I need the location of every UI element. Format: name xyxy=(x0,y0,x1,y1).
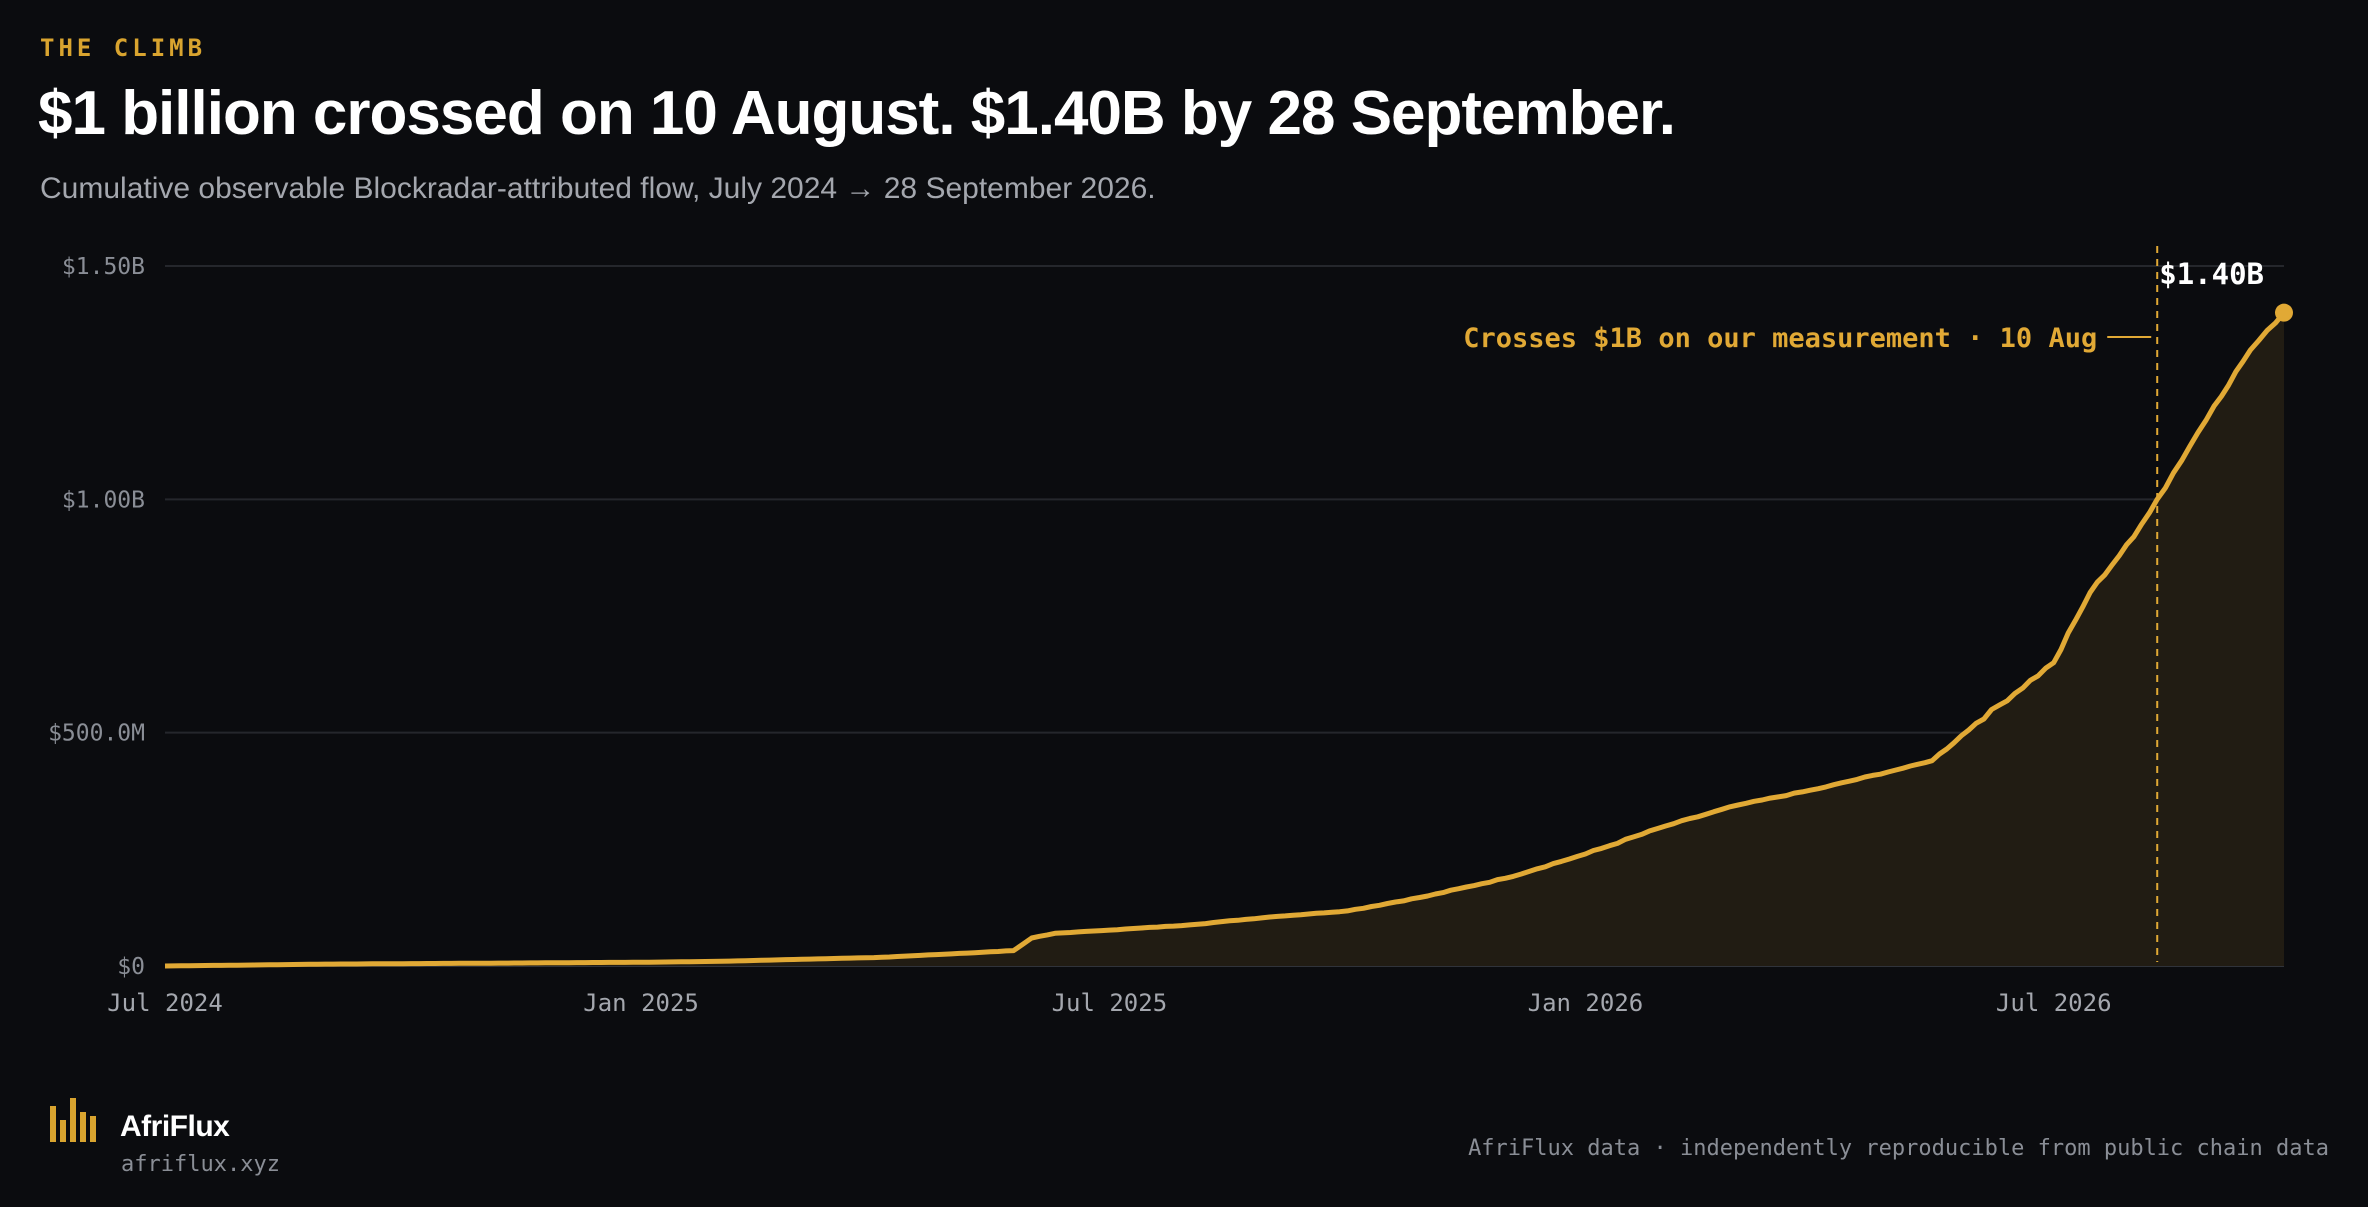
x-tick-label: Jul 2024 xyxy=(107,989,223,1017)
brand-url[interactable]: afriflux.xyz xyxy=(121,1152,280,1177)
area-fill xyxy=(165,312,2284,966)
page-title: $1 billion crossed on 10 August. $1.40B … xyxy=(38,79,1676,148)
x-tick-label: Jul 2026 xyxy=(1996,989,2112,1017)
x-tick-label: Jul 2025 xyxy=(1052,989,1168,1017)
x-tick-label: Jan 2025 xyxy=(583,989,699,1017)
annotation-label: Crosses $1B on our measurement · 10 Aug xyxy=(1463,323,2097,354)
source-note: AfriFlux data · independently reproducib… xyxy=(1468,1136,2329,1161)
y-tick-label: $0 xyxy=(117,954,145,980)
end-value-label: $1.40B xyxy=(2159,257,2264,291)
y-axis-ticks: $0 $500.0M $1.00B $1.50B xyxy=(48,254,145,980)
y-tick-label: $1.00B xyxy=(62,487,145,513)
x-axis-ticks: Jul 2024 Jan 2025 Jul 2025 Jan 2026 Jul 2026 xyxy=(107,989,2111,1017)
page-subtitle: Cumulative observable Blockradar-attribu… xyxy=(40,172,1156,205)
end-point xyxy=(2275,303,2293,322)
series-line xyxy=(164,311,2286,969)
brand-name: AfriFlux xyxy=(120,1110,230,1143)
afriflux-logo-icon xyxy=(50,1098,96,1142)
y-tick-label: $500.0M xyxy=(48,721,145,747)
y-tick-label: $1.50B xyxy=(62,254,145,280)
kicker: THE CLIMB xyxy=(40,34,207,62)
x-tick-label: Jan 2026 xyxy=(1528,989,1644,1017)
